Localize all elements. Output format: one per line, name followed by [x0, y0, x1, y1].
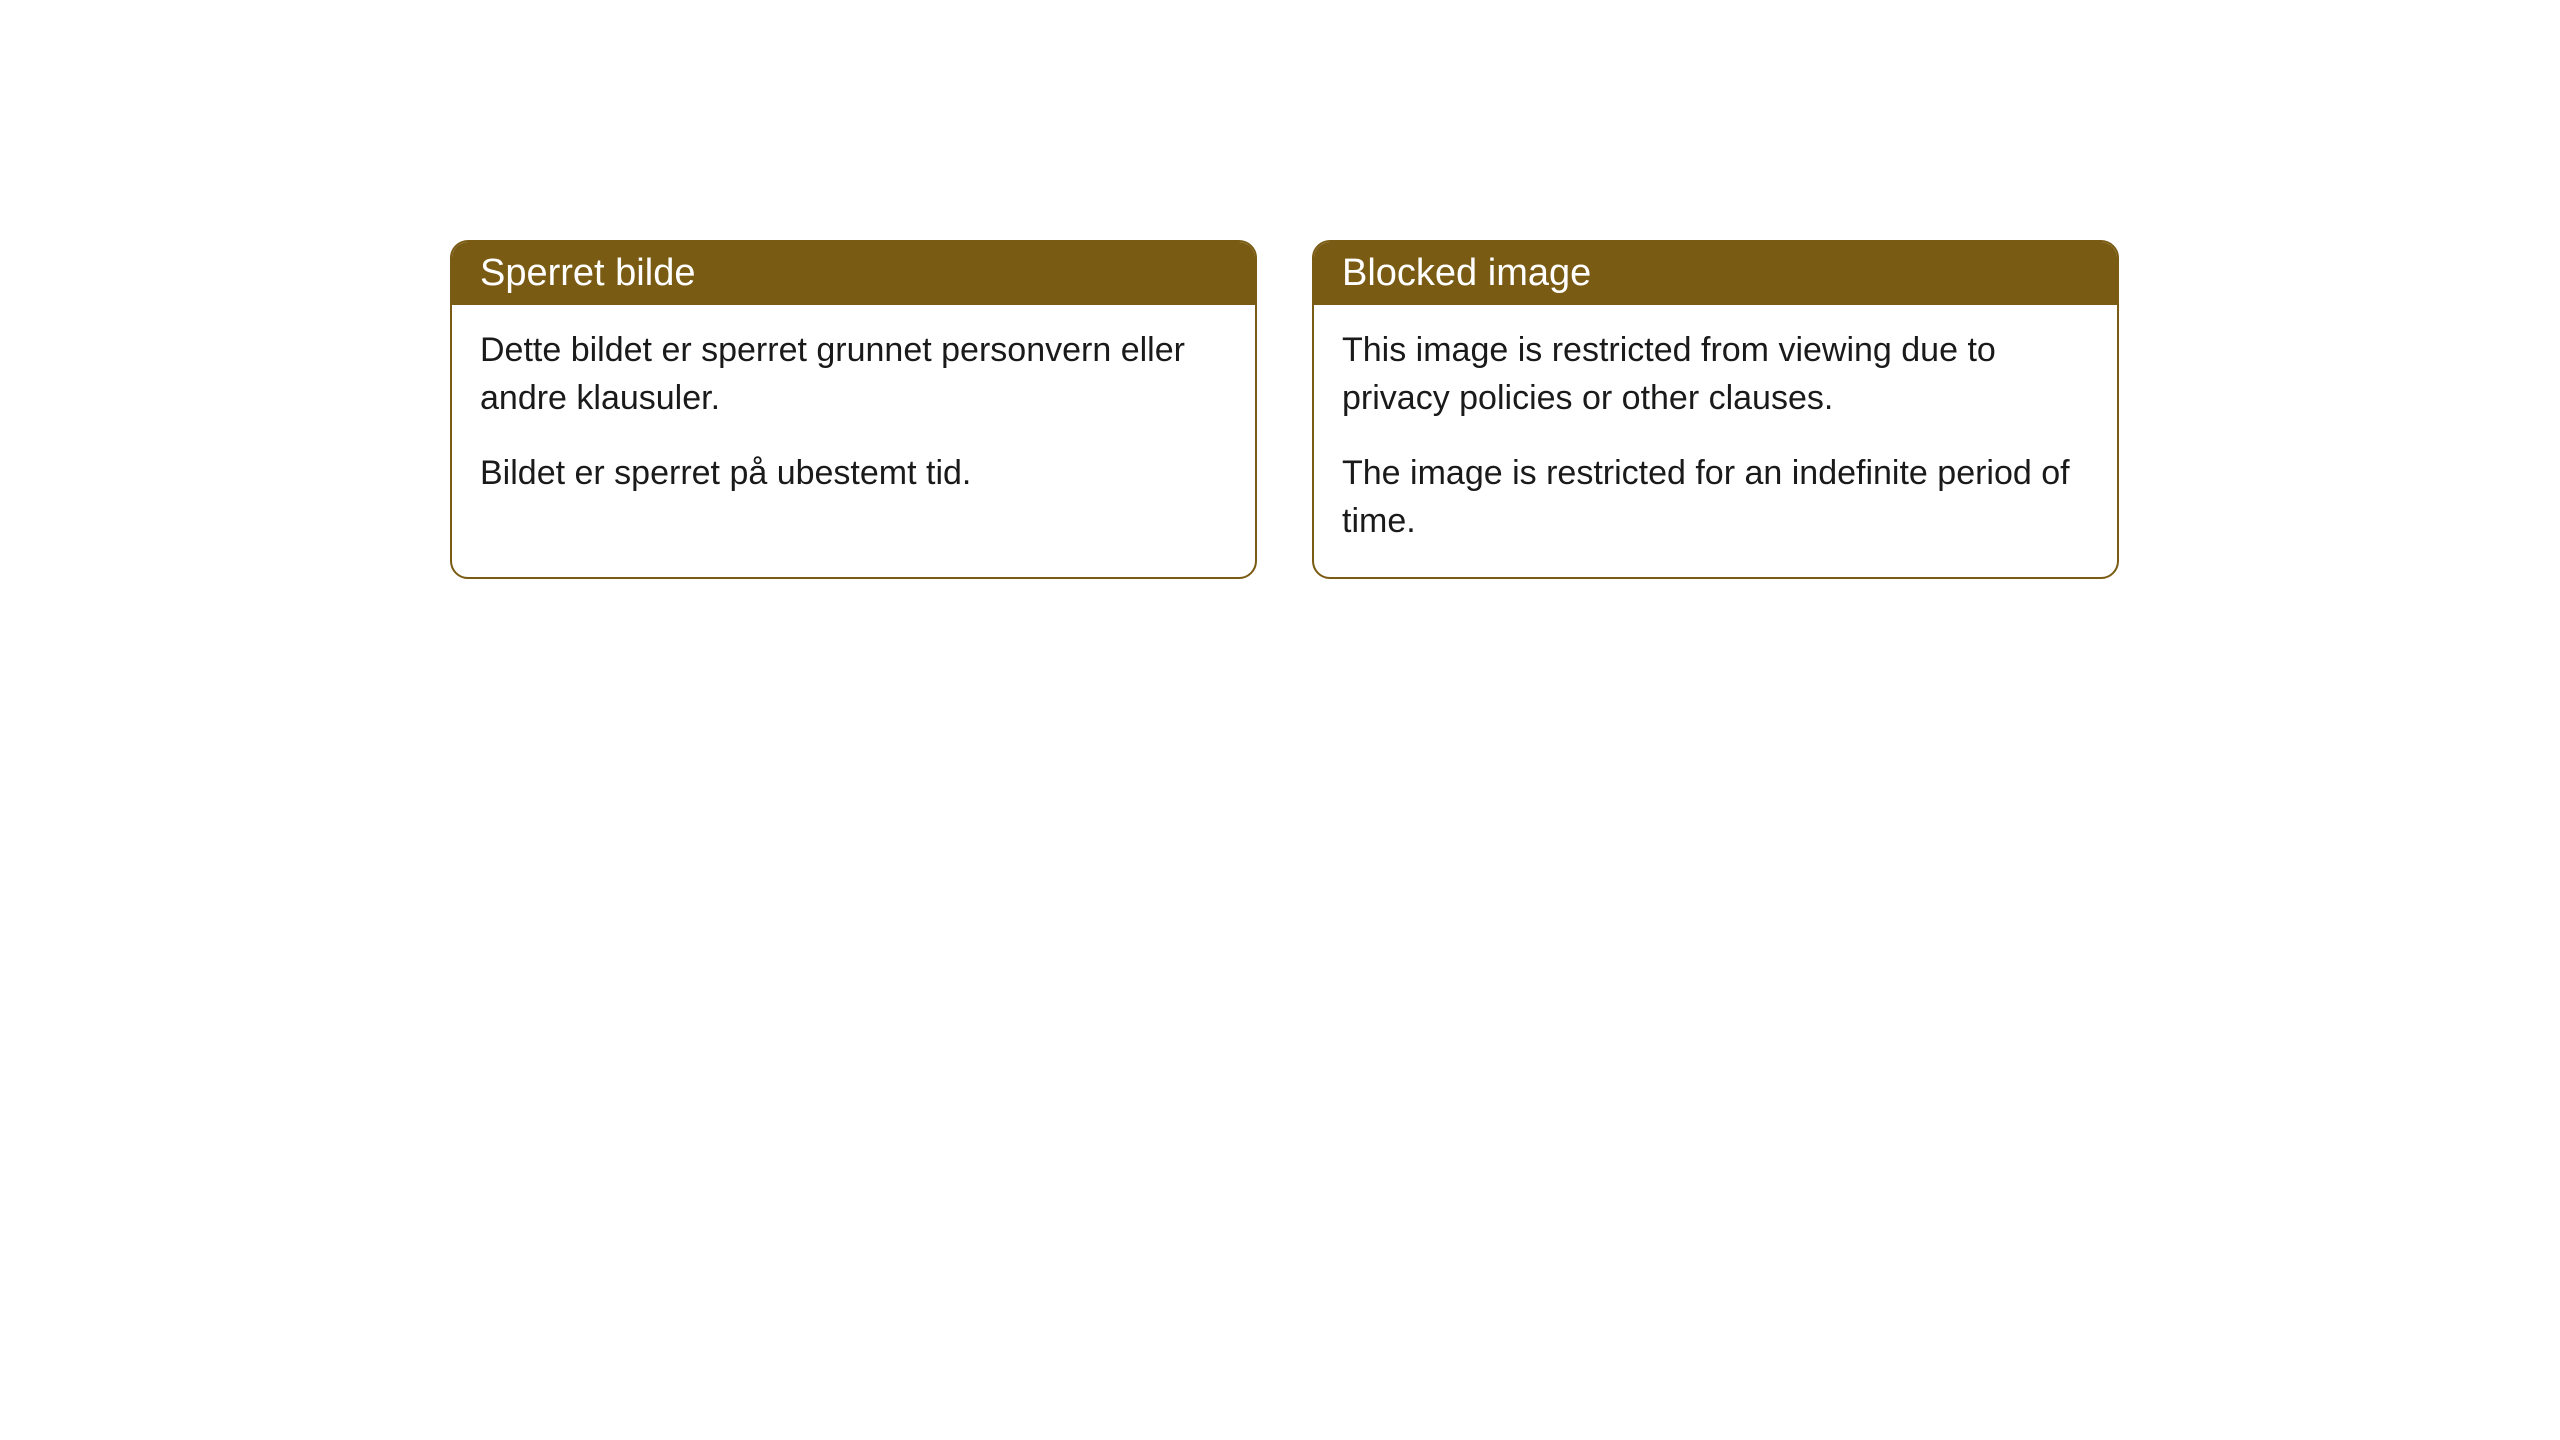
card-header: Blocked image [1314, 242, 2117, 305]
card-paragraph-2: The image is restricted for an indefinit… [1342, 450, 2089, 545]
cards-container: Sperret bilde Dette bildet er sperret gr… [450, 240, 2119, 579]
card-paragraph-1: This image is restricted from viewing du… [1342, 327, 2089, 422]
card-title: Sperret bilde [480, 252, 695, 294]
card-english: Blocked image This image is restricted f… [1312, 240, 2119, 579]
card-body: Dette bildet er sperret grunnet personve… [452, 305, 1255, 530]
card-norwegian: Sperret bilde Dette bildet er sperret gr… [450, 240, 1257, 579]
card-paragraph-1: Dette bildet er sperret grunnet personve… [480, 327, 1227, 422]
card-header: Sperret bilde [452, 242, 1255, 305]
card-body: This image is restricted from viewing du… [1314, 305, 2117, 577]
card-title: Blocked image [1342, 252, 1591, 294]
card-paragraph-2: Bildet er sperret på ubestemt tid. [480, 450, 1227, 498]
